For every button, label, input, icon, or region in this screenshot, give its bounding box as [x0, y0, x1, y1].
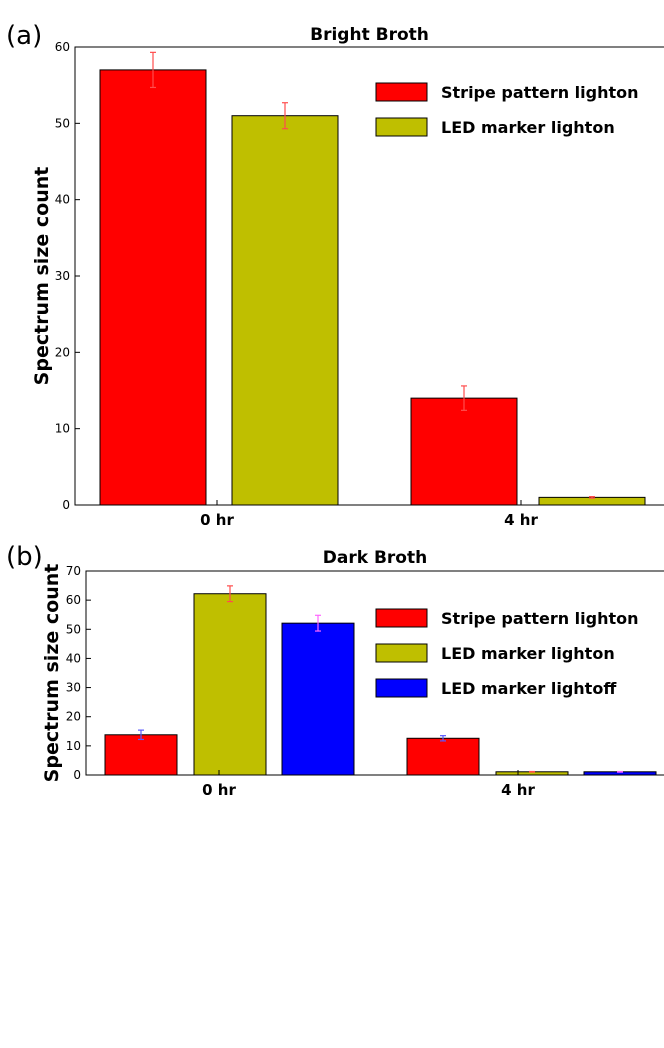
panel-label: (a): [6, 21, 42, 51]
y-axis-label: Spectrum size count: [41, 564, 63, 783]
y-tick-label: 20: [66, 710, 81, 724]
legend-swatch: [375, 608, 428, 628]
bar: [104, 734, 178, 776]
legend-label: Stripe pattern lighton: [441, 609, 639, 628]
chart-title: Bright Broth: [310, 25, 429, 45]
x-tick-label: 4 hr: [501, 781, 535, 799]
y-tick-label: 50: [55, 116, 70, 130]
y-tick-label: 30: [66, 681, 81, 695]
x-tick-label: 0 hr: [200, 511, 234, 529]
y-tick-label: 10: [55, 422, 70, 436]
y-tick-label: 40: [55, 193, 70, 207]
y-tick-label: 20: [55, 345, 70, 359]
legend-label: LED marker lighton: [441, 118, 615, 137]
y-tick-label: 40: [66, 651, 81, 665]
legend: Stripe pattern lighton LED marker lighton…: [375, 608, 639, 698]
legend-label: Stripe pattern lighton: [441, 83, 639, 102]
legend-swatch: [375, 643, 428, 663]
y-tick-label: 50: [66, 622, 81, 636]
legend-label: LED marker lightoff: [441, 679, 617, 698]
bar: [406, 737, 480, 776]
y-tick-label: 60: [55, 40, 70, 54]
y-tick-label: 30: [55, 269, 70, 283]
panel-label: (b): [6, 542, 43, 572]
bar: [193, 593, 267, 776]
chart-panel-a: (a) Bright Broth Spectrum size count 0 10 20 3…: [6, 21, 664, 529]
y-tick-label: 60: [66, 593, 81, 607]
bar: [231, 115, 339, 506]
legend-label: LED marker lighton: [441, 644, 615, 663]
chart-panel-b: (b) Dark Broth Spectrum size count 0 10 20 30 4…: [6, 542, 664, 799]
y-axis-label: Spectrum size count: [31, 167, 53, 386]
bar: [281, 622, 355, 776]
x-tick-label: 4 hr: [504, 511, 538, 529]
chart-title: Dark Broth: [323, 548, 427, 568]
legend: Stripe pattern lighton LED marker lighton: [375, 82, 639, 137]
legend-swatch: [375, 82, 428, 102]
x-tick-label: 0 hr: [202, 781, 236, 799]
y-tick-label: 0: [73, 768, 81, 782]
y-tick-label: 10: [66, 739, 81, 753]
y-tick-label: 0: [62, 498, 70, 512]
legend-swatch: [375, 117, 428, 137]
bar: [410, 397, 518, 506]
bar: [99, 69, 207, 506]
plot-frame: [85, 570, 664, 776]
legend-swatch: [375, 678, 428, 698]
y-tick-label: 70: [66, 564, 81, 578]
